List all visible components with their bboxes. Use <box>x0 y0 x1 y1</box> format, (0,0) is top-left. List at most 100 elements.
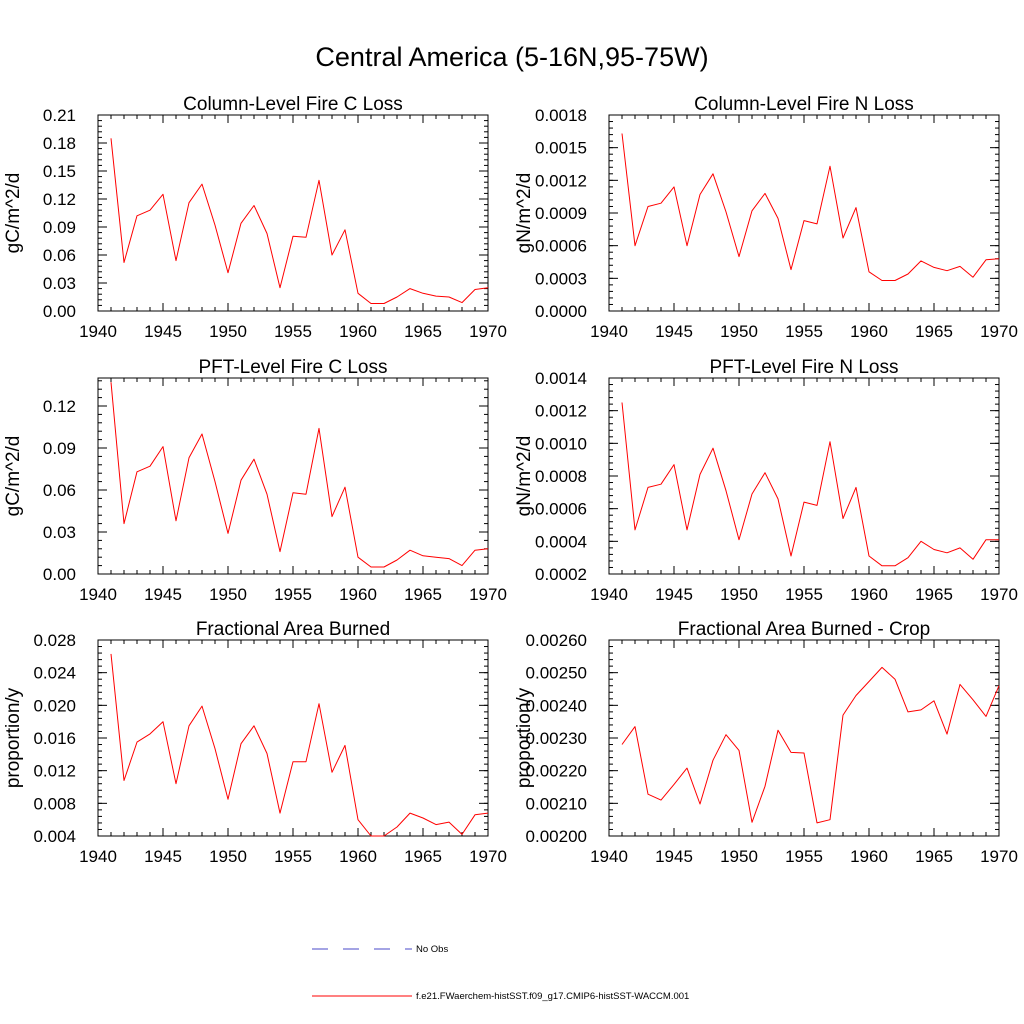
x-tick-label: 1965 <box>404 847 442 866</box>
x-tick-label: 1950 <box>720 322 758 341</box>
chart-panel-pft-level-fire-n-loss: PFT-Level Fire N Loss gN/m^2/d 1940 1945 195… <box>514 357 1018 604</box>
x-tick-label: 1960 <box>850 322 888 341</box>
y-tick-label: 0.06 <box>43 481 76 500</box>
x-tick-label: 1945 <box>655 322 693 341</box>
y-tick-label: 0.0015 <box>535 139 587 158</box>
x-tick-label: 1940 <box>79 585 117 604</box>
panel-title: PFT-Level Fire N Loss <box>710 357 899 378</box>
y-tick-label: 0.0002 <box>535 565 587 584</box>
x-tick-label: 1940 <box>590 585 628 604</box>
plot-frame <box>97 114 489 312</box>
chart-panel-column-level-fire-c-loss: Column-Level Fire C Loss gC/m^2/d 1940 1945… <box>3 94 507 341</box>
figure-title: Central America (5-16N,95-75W) <box>315 42 708 72</box>
y-tick-label: 0.00240 <box>526 696 587 715</box>
series-line <box>110 382 489 568</box>
plot-frame <box>97 377 489 575</box>
x-tick-label: 1945 <box>144 585 182 604</box>
x-tick-label: 1955 <box>274 847 312 866</box>
plot-frame <box>608 639 1000 837</box>
y-tick-label: 0.0018 <box>535 106 587 125</box>
y-tick-label: 0.020 <box>33 696 76 715</box>
plot-frame <box>608 377 1000 575</box>
x-tick-label: 1945 <box>655 585 693 604</box>
y-tick-label: 0.0012 <box>535 171 587 190</box>
x-tick-label: 1955 <box>274 585 312 604</box>
x-tick-label: 1965 <box>404 322 442 341</box>
x-tick-label: 1970 <box>980 322 1018 341</box>
x-tick-label: 1950 <box>209 585 247 604</box>
y-tick-label: 0.0003 <box>535 269 587 288</box>
series-line <box>110 653 489 837</box>
legend-label: f.e21.FWaerchem-histSST.f09_g17.CMIP6-hi… <box>416 991 689 1002</box>
x-tick-label: 1960 <box>339 847 377 866</box>
y-axis-label: gN/m^2/d <box>514 436 535 517</box>
x-tick-label: 1940 <box>590 847 628 866</box>
x-tick-label: 1945 <box>655 847 693 866</box>
y-tick-label: 0.00 <box>43 302 76 321</box>
y-tick-label: 0.008 <box>33 794 76 813</box>
series-line <box>621 402 999 567</box>
y-tick-label: 0.00210 <box>526 794 587 813</box>
y-tick-label: 0.00260 <box>526 631 587 650</box>
y-axis-label: gN/m^2/d <box>514 173 535 254</box>
x-tick-label: 1960 <box>850 585 888 604</box>
y-tick-label: 0.00250 <box>526 664 587 683</box>
x-tick-label: 1960 <box>339 322 377 341</box>
y-tick-label: 0.016 <box>33 729 76 748</box>
x-tick-label: 1940 <box>79 847 117 866</box>
x-tick-label: 1965 <box>915 322 953 341</box>
x-tick-label: 1970 <box>980 585 1018 604</box>
legend-entry: No Obs <box>312 944 448 955</box>
chart-panel-pft-level-fire-c-loss: PFT-Level Fire C Loss gC/m^2/d 1940 1945 195… <box>3 357 507 604</box>
y-tick-label: 0.0000 <box>535 302 587 321</box>
y-tick-label: 0.028 <box>33 631 76 650</box>
chart-panel-fractional-area-burned-crop: Fractional Area Burned - Crop proportion/… <box>514 619 1018 866</box>
y-axis-label: proportion/y <box>514 687 535 788</box>
y-tick-label: 0.012 <box>33 762 76 781</box>
panel-title: Column-Level Fire N Loss <box>694 94 914 115</box>
plot-frame <box>97 639 489 837</box>
y-tick-label: 0.00220 <box>526 762 587 781</box>
x-tick-label: 1940 <box>590 322 628 341</box>
y-tick-label: 0.0014 <box>535 369 587 388</box>
x-tick-label: 1955 <box>274 322 312 341</box>
x-tick-label: 1950 <box>720 585 758 604</box>
x-tick-label: 1970 <box>469 847 507 866</box>
chart-panel-column-level-fire-n-loss: Column-Level Fire N Loss gN/m^2/d 1940 1945… <box>514 94 1018 341</box>
y-tick-label: 0.0006 <box>535 237 587 256</box>
y-axis-label: gC/m^2/d <box>3 173 24 254</box>
y-tick-label: 0.12 <box>43 190 76 209</box>
y-tick-label: 0.03 <box>43 523 76 542</box>
x-tick-label: 1965 <box>404 585 442 604</box>
y-tick-label: 0.03 <box>43 274 76 293</box>
x-tick-label: 1950 <box>209 847 247 866</box>
x-tick-label: 1950 <box>720 847 758 866</box>
y-axis-label: gC/m^2/d <box>3 436 24 517</box>
x-tick-label: 1970 <box>469 322 507 341</box>
y-tick-label: 0.0004 <box>535 532 587 551</box>
y-tick-label: 0.0012 <box>535 402 587 421</box>
plot-frame <box>608 114 1000 312</box>
panel-title: Fractional Area Burned <box>196 619 390 640</box>
x-tick-label: 1945 <box>144 847 182 866</box>
x-tick-label: 1945 <box>144 322 182 341</box>
x-tick-label: 1940 <box>79 322 117 341</box>
x-tick-label: 1955 <box>785 847 823 866</box>
y-tick-label: 0.0010 <box>535 434 587 453</box>
series-line <box>621 666 1000 824</box>
x-tick-label: 1950 <box>209 322 247 341</box>
chart-panel-fractional-area-burned: Fractional Area Burned proportion/y 1940 19… <box>3 619 507 866</box>
x-tick-label: 1960 <box>850 847 888 866</box>
y-tick-label: 0.18 <box>43 134 76 153</box>
y-tick-label: 0.0008 <box>535 467 587 486</box>
series-line <box>621 133 1000 281</box>
y-tick-label: 0.06 <box>43 246 76 265</box>
x-tick-label: 1965 <box>915 585 953 604</box>
panel-title: Column-Level Fire C Loss <box>183 94 403 115</box>
y-tick-label: 0.0009 <box>535 204 587 223</box>
y-tick-label: 0.09 <box>43 218 76 237</box>
x-tick-label: 1960 <box>339 585 377 604</box>
x-tick-label: 1955 <box>785 585 823 604</box>
legend: No Obs f.e21.FWaerchem-histSST.f09_g17.CM… <box>312 944 689 1002</box>
series-line <box>110 138 489 304</box>
